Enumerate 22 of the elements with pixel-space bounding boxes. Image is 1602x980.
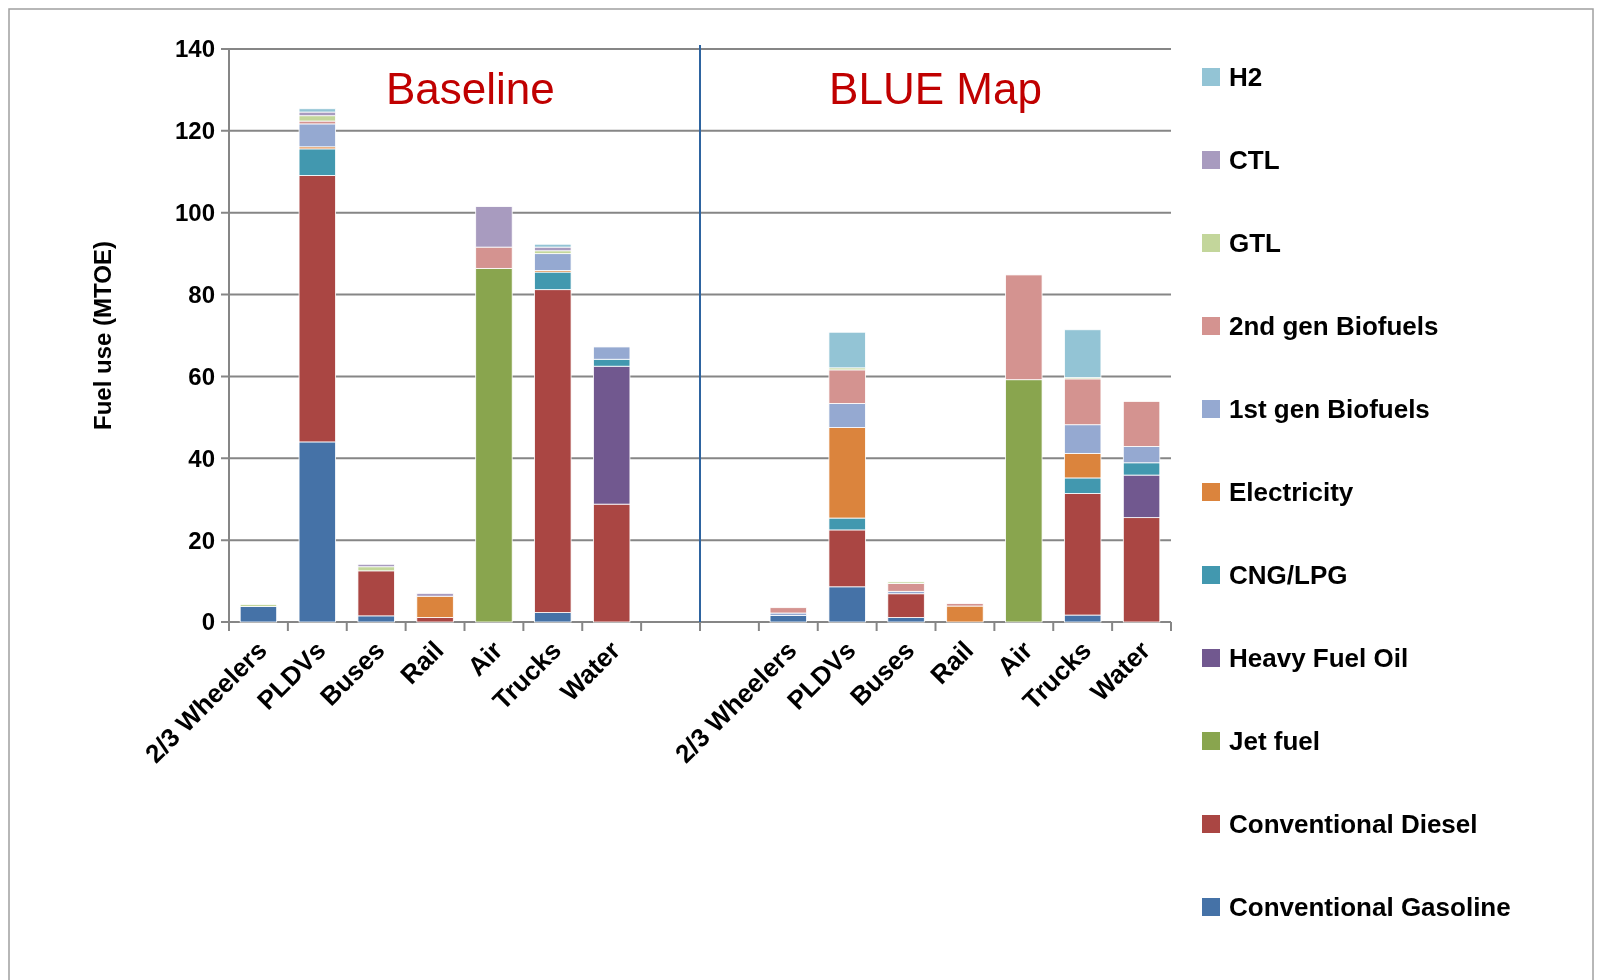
y-axis-title: Fuel use (MTOE) xyxy=(89,241,116,430)
legend-label: Conventional Diesel xyxy=(1229,809,1478,840)
legend-label: Conventional Gasoline xyxy=(1229,892,1511,923)
legend-label: CNG/LPG xyxy=(1229,560,1348,591)
y-tick-label: 0 xyxy=(201,608,215,636)
legend-label: GTL xyxy=(1229,228,1282,259)
legend-label: CTL xyxy=(1229,145,1280,176)
annotation: BLUE Map xyxy=(829,64,1042,113)
legend-label: Heavy Fuel Oil xyxy=(1229,643,1409,674)
legend-label: 2nd gen Biofuels xyxy=(1229,311,1439,342)
legend-label: Jet fuel xyxy=(1229,726,1321,757)
annotation: Baseline xyxy=(386,64,555,113)
y-tick-label: 60 xyxy=(188,362,215,390)
y-tick-label: 120 xyxy=(174,117,215,145)
y-tick-label: 20 xyxy=(188,526,215,554)
legend-label: H2 xyxy=(1229,62,1263,93)
y-tick-label: 80 xyxy=(188,280,215,308)
legend-label: 1st gen Biofuels xyxy=(1229,394,1430,425)
legend-label: Electricity xyxy=(1229,477,1354,508)
y-tick-label: 100 xyxy=(174,199,215,227)
y-tick-label: 40 xyxy=(188,444,215,472)
y-tick-label: 140 xyxy=(174,35,215,63)
